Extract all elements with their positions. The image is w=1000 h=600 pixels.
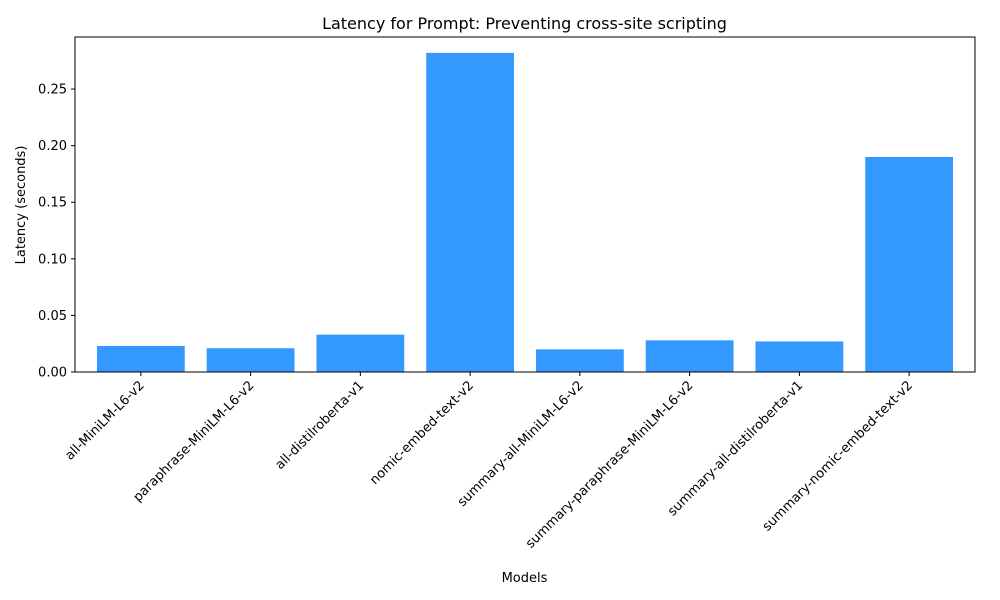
x-tick-label: all-distilroberta-v1	[273, 378, 368, 473]
bar-summary-all-distilroberta-v1	[755, 341, 844, 372]
bar-summary-all-MiniLM-L6-v2	[535, 349, 624, 372]
x-tick-label: nomic-embed-text-v2	[367, 378, 477, 488]
x-tick-label: paraphrase-MiniLM-L6-v2	[131, 378, 258, 505]
bar-all-MiniLM-L6-v2	[96, 345, 185, 372]
y-tick-label: 0.15	[38, 196, 67, 211]
x-tick-label: all-MiniLM-L6-v2	[62, 378, 147, 463]
y-tick-label: 0.10	[38, 252, 67, 267]
y-tick-label: 0.20	[38, 139, 67, 154]
y-axis-label: Latency (seconds)	[14, 146, 29, 265]
chart-title: Latency for Prompt: Preventing cross-sit…	[322, 14, 727, 33]
bars-group	[96, 52, 954, 372]
y-tick-label: 0.00	[38, 366, 67, 381]
y-axis: 0.00 0.05 0.10 0.15 0.20 0.25	[38, 83, 75, 381]
bar-all-distilroberta-v1	[316, 334, 405, 372]
y-tick-label: 0.25	[38, 83, 67, 98]
bar-nomic-embed-text-v2	[426, 52, 515, 372]
bar-summary-nomic-embed-text-v2	[865, 156, 954, 372]
y-tick-label: 0.05	[38, 309, 67, 324]
bar-paraphrase-MiniLM-L6-v2	[206, 348, 295, 372]
plot-frame	[74, 36, 976, 373]
x-tick-label: summary-all-MiniLM-L6-v2	[455, 378, 587, 510]
bar-summary-paraphrase-MiniLM-L6-v2	[645, 340, 734, 372]
x-axis-label: Models	[502, 571, 548, 586]
